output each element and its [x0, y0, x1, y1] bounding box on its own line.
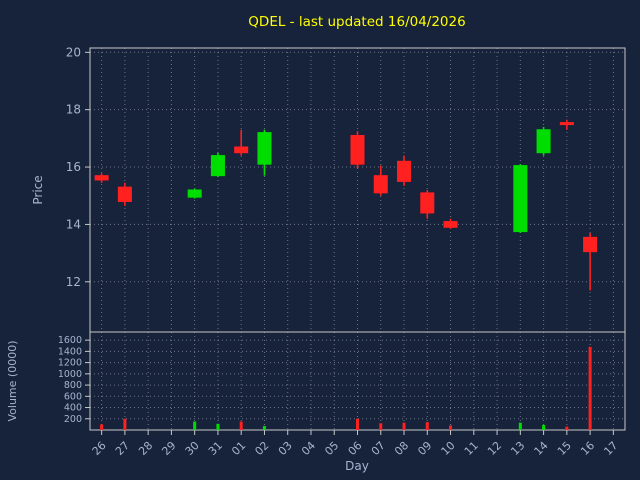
price-tick-label: 14 — [66, 217, 81, 231]
candle-16 — [583, 233, 598, 291]
x-tick-label: 30 — [183, 439, 202, 458]
volume-bar-26 — [100, 424, 104, 430]
candle-body — [234, 146, 249, 154]
candle-body — [187, 189, 202, 198]
candle-body — [583, 236, 598, 253]
volume-bar-27 — [123, 418, 127, 430]
volume-bar-30 — [193, 421, 197, 430]
candle-14 — [536, 126, 551, 156]
candle-30 — [187, 188, 202, 199]
volume-bar-01 — [239, 421, 243, 430]
x-tick-label: 09 — [415, 439, 434, 458]
candle-08 — [397, 155, 412, 186]
volume-bar-15 — [565, 426, 569, 430]
candle-body — [210, 155, 225, 177]
candle-body — [257, 132, 272, 165]
candle-body — [350, 134, 365, 165]
x-tick-label: 14 — [532, 439, 551, 458]
volume-tick-label: 800 — [64, 380, 82, 391]
volume-bar-10 — [449, 425, 453, 430]
candle-body — [420, 192, 435, 214]
price-tick-label: 12 — [66, 275, 81, 289]
x-tick-label: 13 — [508, 439, 527, 458]
candle-10 — [443, 218, 458, 229]
volume-tick-label: 1000 — [58, 369, 82, 380]
price-tick-label: 16 — [66, 160, 81, 174]
volume-tick-label: 1400 — [58, 346, 82, 357]
volume-tick-label: 200 — [64, 414, 82, 425]
x-tick-label: 31 — [206, 439, 225, 458]
chart-title: QDEL - last updated 16/04/2026 — [248, 14, 465, 30]
volume-bar-09 — [425, 422, 429, 430]
candle-body — [397, 160, 412, 182]
candle-body — [513, 165, 528, 233]
candle-body — [373, 175, 388, 194]
x-tick-label: 16 — [578, 439, 597, 458]
price-panel-frame — [89, 47, 626, 333]
x-tick-label: 07 — [369, 439, 388, 458]
price-tick-label: 18 — [66, 103, 81, 117]
candle-body — [559, 122, 574, 126]
volume-bar-14 — [542, 424, 546, 430]
x-tick-label: 27 — [113, 439, 132, 458]
x-tick-label: 02 — [252, 439, 271, 458]
x-tick-label: 15 — [555, 439, 574, 458]
x-tick-label: 10 — [439, 439, 458, 458]
candles — [94, 119, 598, 291]
volume-bar-02 — [262, 426, 266, 430]
candle-body — [443, 221, 458, 228]
price-tick-label: 20 — [66, 45, 81, 59]
x-tick-label: 08 — [392, 439, 411, 458]
x-tick-label: 26 — [90, 439, 109, 458]
candle-13 — [513, 164, 528, 234]
candle-26 — [94, 173, 109, 183]
volume-bars — [100, 346, 592, 430]
x-tick-label: 11 — [462, 439, 481, 458]
candle-02 — [257, 129, 272, 176]
candle-27 — [117, 182, 132, 206]
candle-07 — [373, 165, 388, 196]
candle-body — [536, 129, 551, 154]
x-tick-label: 06 — [346, 439, 365, 458]
x-tick-label: 04 — [299, 439, 318, 458]
volume-bar-07 — [379, 423, 383, 430]
x-tick-label: 28 — [136, 439, 155, 458]
grid-lines — [90, 48, 625, 430]
volume-bar-16 — [588, 346, 592, 430]
x-tick-label: 29 — [159, 439, 178, 458]
volume-bar-06 — [356, 418, 359, 430]
volume-bar-31 — [216, 423, 220, 430]
candle-06 — [350, 131, 365, 169]
x-tick-label: 17 — [601, 439, 620, 458]
volume-axis-label: Volume (0000) — [6, 341, 19, 422]
candle-15 — [559, 119, 574, 130]
volume-tick-label: 1200 — [58, 358, 82, 369]
volume-tick-label: 1600 — [58, 335, 82, 346]
candle-01 — [234, 129, 249, 156]
x-tick-label: 05 — [322, 439, 341, 458]
volume-tick-label: 600 — [64, 391, 82, 402]
volume-bar-08 — [402, 422, 406, 430]
x-tick-label: 01 — [229, 439, 248, 458]
volume-bar-13 — [518, 422, 522, 430]
candle-31 — [210, 152, 225, 178]
x-axis-label: Day — [345, 459, 369, 473]
candle-body — [117, 186, 132, 202]
candle-09 — [420, 190, 435, 219]
volume-tick-label: 400 — [64, 403, 82, 414]
price-axis-label: Price — [31, 175, 45, 204]
candle-body — [94, 175, 109, 181]
x-tick-label: 03 — [276, 439, 295, 458]
x-tick-label: 12 — [485, 439, 504, 458]
